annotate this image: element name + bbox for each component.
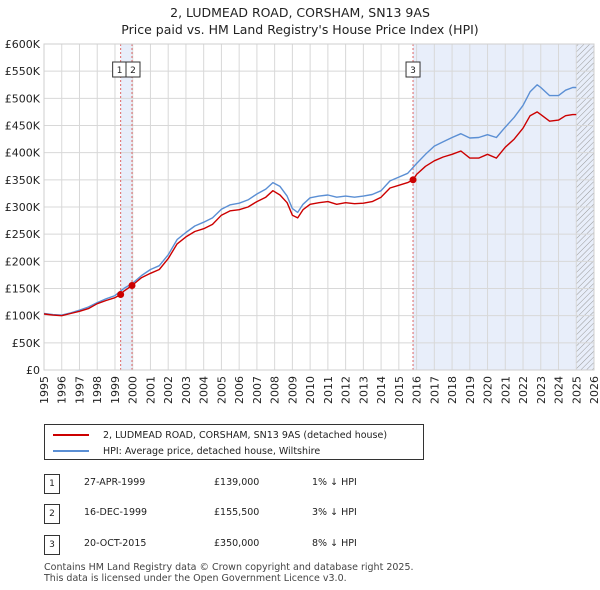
sale-label: 3 — [410, 66, 416, 76]
x-tick-label: 1998 — [91, 376, 104, 404]
x-tick-label: 2025 — [570, 376, 583, 404]
x-tick-label: 2013 — [357, 376, 370, 404]
transaction-hpi-diff: 8% ↓ HPI — [312, 538, 357, 549]
title-line-2: Price paid vs. HM Land Registry's House … — [121, 22, 479, 37]
sale-point — [117, 290, 125, 298]
x-tick-label: 2007 — [251, 376, 264, 404]
x-tick-label: 2000 — [127, 376, 140, 404]
footer-line-2: This data is licensed under the Open Gov… — [44, 573, 347, 584]
transaction-hpi-diff: 1% ↓ HPI — [312, 477, 357, 488]
y-tick-label: £100K — [5, 310, 41, 323]
legend-label-hpi: HPI: Average price, detached house, Wilt… — [103, 445, 321, 457]
x-tick-label: 2021 — [499, 376, 512, 404]
y-tick-label: £0 — [26, 364, 40, 377]
x-tick-label: 2015 — [393, 376, 406, 404]
x-tick-label: 2002 — [162, 376, 175, 404]
title-line-1: 2, LUDMEAD ROAD, CORSHAM, SN13 9AS — [170, 5, 430, 20]
x-tick-label: 2009 — [286, 376, 299, 404]
chart-title: 2, LUDMEAD ROAD, CORSHAM, SN13 9AS Price… — [0, 4, 600, 38]
x-tick-label: 1996 — [56, 376, 69, 404]
y-tick-label: £450K — [5, 120, 41, 133]
sale-label: 1 — [117, 66, 123, 76]
legend-swatch-property — [53, 434, 89, 436]
y-tick-label: £300K — [5, 201, 41, 214]
footer-line-1: Contains HM Land Registry data © Crown c… — [44, 562, 414, 573]
y-tick-label: £400K — [5, 147, 41, 160]
x-tick-label: 2016 — [411, 376, 424, 404]
transaction-number: 2 — [44, 504, 60, 524]
y-tick-label: £350K — [5, 174, 41, 187]
x-tick-label: 2020 — [482, 376, 495, 404]
x-tick-label: 2005 — [215, 376, 228, 404]
sale-label-box — [125, 61, 141, 78]
plot-border — [43, 43, 595, 371]
legend-swatch-hpi — [53, 450, 89, 452]
x-tick-label: 2019 — [464, 376, 477, 404]
sale-point — [128, 282, 136, 290]
y-tick-label: £600K — [5, 38, 41, 51]
transaction-price: £155,500 — [214, 507, 260, 518]
x-tick-label: 2014 — [375, 376, 388, 404]
series-line-hpi — [44, 84, 577, 316]
x-tick-label: 2017 — [428, 376, 441, 404]
y-tick-label: £250K — [5, 228, 41, 241]
x-tick-label: 1999 — [109, 376, 122, 404]
sale-label: 2 — [130, 66, 136, 76]
price-chart: 1 2 3 £0 £50K £100K £150K £200K £250K £300K £350K £… — [5, 38, 600, 404]
chart-legend: 2, LUDMEAD ROAD, CORSHAM, SN13 9AS (deta… — [44, 424, 424, 460]
x-tick-label: 2010 — [304, 376, 317, 404]
x-tick-label: 2008 — [269, 376, 282, 404]
transaction-date: 27-APR-1999 — [84, 477, 146, 488]
x-tick-label: 1995 — [38, 376, 51, 404]
x-tick-label: 2024 — [553, 376, 566, 404]
transaction-date: 20-OCT-2015 — [84, 538, 147, 549]
transaction-date: 16-DEC-1999 — [84, 507, 148, 518]
transaction-hpi-diff: 3% ↓ HPI — [312, 507, 357, 518]
transaction-number: 1 — [44, 474, 60, 494]
x-tick-label: 2006 — [233, 376, 246, 404]
legend-label-property: 2, LUDMEAD ROAD, CORSHAM, SN13 9AS (deta… — [103, 429, 388, 441]
x-tick-label: 1997 — [73, 376, 86, 404]
y-tick-label: £50K — [12, 337, 41, 350]
x-tick-label: 2003 — [180, 376, 193, 404]
y-tick-label: £500K — [5, 92, 41, 105]
sale-point — [409, 176, 417, 184]
y-tick-label: £150K — [5, 283, 41, 296]
legend-item-property: 2, LUDMEAD ROAD, CORSHAM, SN13 9AS (deta… — [53, 427, 387, 443]
x-tick-label: 2018 — [446, 376, 459, 404]
sale-label-box — [405, 61, 421, 78]
x-tick-label: 2022 — [517, 376, 530, 404]
transaction-price: £139,000 — [214, 477, 260, 488]
x-tick-label: 2012 — [340, 376, 353, 404]
footer-attribution: Contains HM Land Registry data © Crown c… — [44, 562, 564, 584]
legend-item-hpi: HPI: Average price, detached house, Wilt… — [53, 443, 320, 459]
x-tick-label: 2026 — [588, 376, 600, 404]
x-tick-label: 2011 — [322, 376, 335, 404]
transaction-number: 3 — [44, 535, 60, 555]
y-tick-label: £550K — [5, 65, 41, 78]
x-tick-label: 2001 — [144, 376, 157, 404]
transaction-price: £350,000 — [214, 538, 260, 549]
y-tick-label: £200K — [5, 255, 41, 268]
x-tick-label: 2004 — [198, 376, 211, 404]
x-tick-label: 2023 — [535, 376, 548, 404]
